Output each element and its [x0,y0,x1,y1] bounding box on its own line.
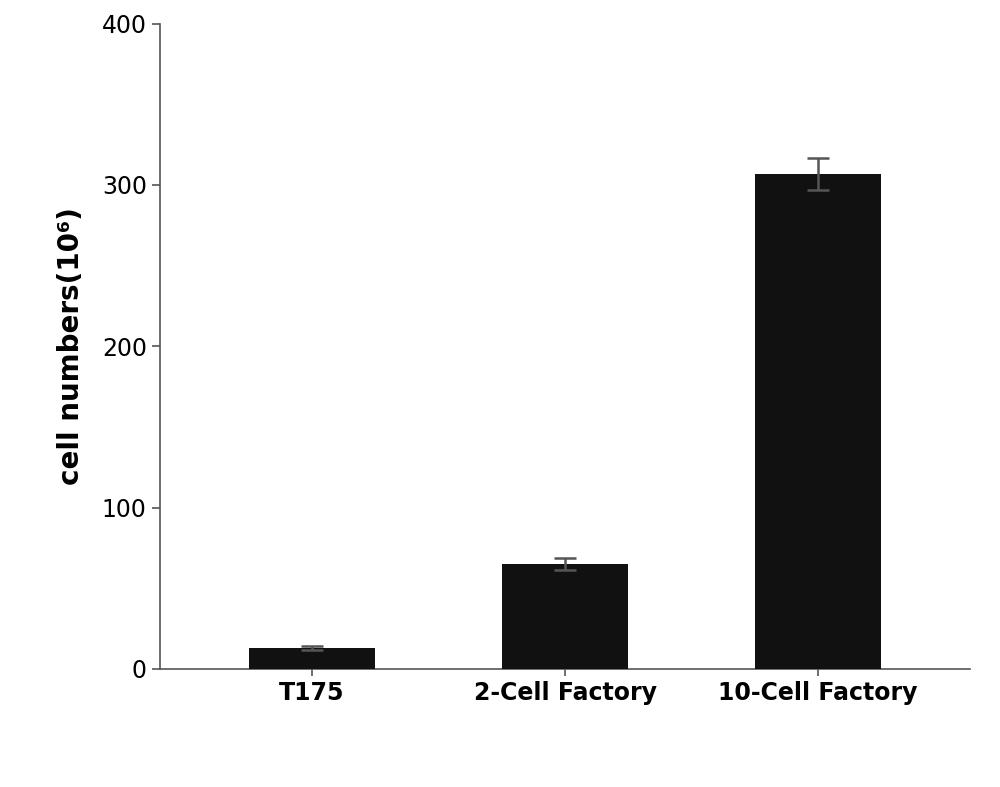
Bar [502,564,628,669]
Bar [755,174,881,669]
Y-axis label: cell numbers(10⁶): cell numbers(10⁶) [57,207,85,486]
Bar [249,648,375,669]
